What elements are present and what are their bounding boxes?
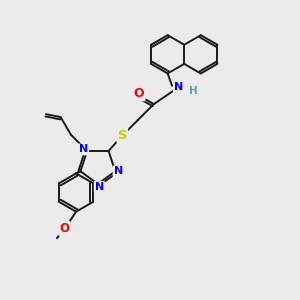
Text: S: S bbox=[118, 129, 127, 142]
Text: N: N bbox=[174, 82, 183, 92]
Text: N: N bbox=[95, 182, 104, 192]
Text: N: N bbox=[113, 166, 123, 176]
Text: O: O bbox=[134, 87, 144, 100]
Text: H: H bbox=[189, 86, 198, 96]
Text: N: N bbox=[79, 145, 88, 154]
Text: O: O bbox=[59, 222, 69, 235]
